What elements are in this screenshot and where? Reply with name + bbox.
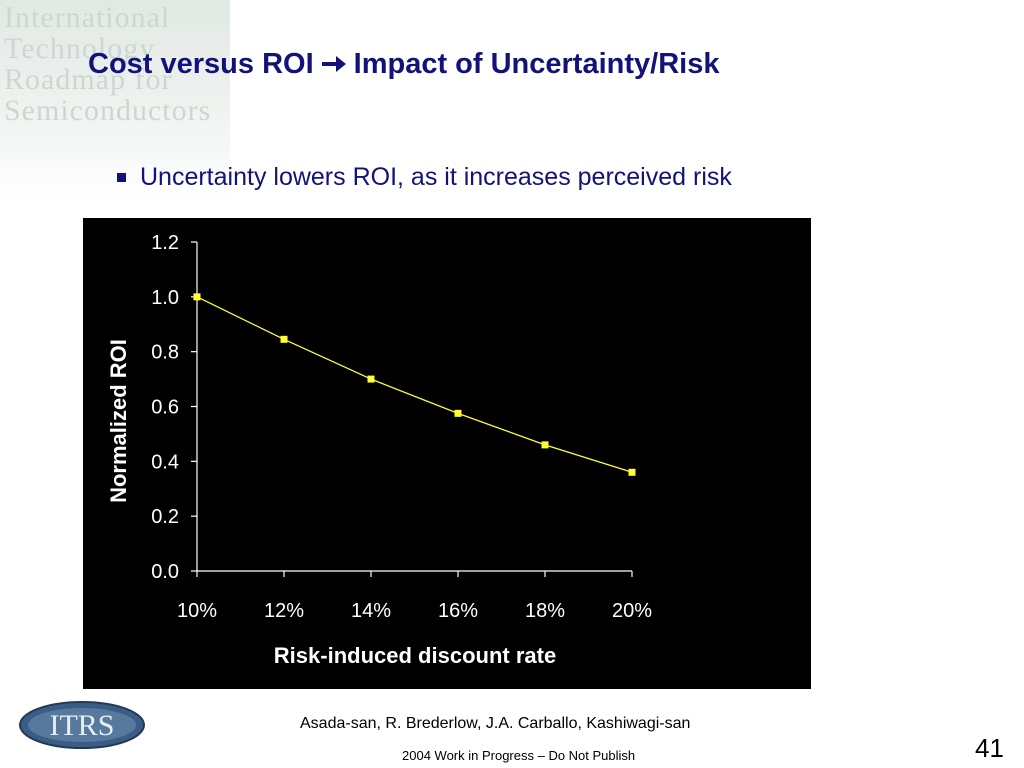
right-arrow-icon: [321, 56, 346, 72]
y-tick-label: 1.0: [151, 287, 179, 309]
y-tick-label: 1.2: [151, 232, 179, 254]
roi-line-chart: 0.0 0.2 0.4 0.6 0.8 1.0 1.2 10% 12% 14% 16% 18% 20%…: [106, 232, 652, 668]
x-axis-label: Risk-induced discount rate: [274, 643, 556, 668]
slide-title: Cost versus ROI Impact of Uncertainty/Ris…: [88, 48, 719, 81]
series-line: [196, 296, 633, 473]
watermark-text: International Technology Roadmap for Sem…: [4, 1, 212, 127]
bullet-text: Uncertainty lowers ROI, as it increases …: [140, 163, 732, 191]
page-number: 41: [975, 733, 1004, 763]
title-part-1: Cost versus ROI: [88, 48, 314, 80]
data-point-marker: [367, 375, 375, 383]
y-tick-label: 0.4: [151, 451, 179, 473]
y-tick-label: 0.6: [151, 397, 179, 419]
y-tick-label: 0.8: [151, 342, 179, 364]
data-point-marker: [454, 409, 462, 417]
series-layer: [193, 293, 636, 476]
data-point-marker: [280, 335, 288, 343]
bullet-item: Uncertainty lowers ROI, as it increases …: [117, 163, 732, 192]
title-part-2: Impact of Uncertainty/Risk: [353, 48, 720, 80]
x-tick-label: 10%: [177, 600, 217, 622]
citation: Asada-san, R. Brederlow, J.A. Carballo, …: [300, 715, 691, 732]
data-point-marker: [193, 293, 201, 301]
footer-note: 2004 Work in Progress – Do Not Publish: [402, 748, 636, 763]
y-tick-label: 0.0: [151, 561, 179, 583]
y-axis: 0.0 0.2 0.4 0.6 0.8 1.0 1.2: [151, 232, 198, 583]
y-axis-label: Normalized ROI: [106, 339, 131, 503]
data-point-marker: [628, 468, 636, 476]
x-tick-label: 14%: [351, 600, 391, 622]
itrs-watermark: International Technology Roadmap for Sem…: [0, 0, 230, 200]
square-bullet-icon: [117, 173, 126, 182]
chart-area: 0.0 0.2 0.4 0.6 0.8 1.0 1.2 10% 12% 14% 16% 18% 20%…: [83, 218, 811, 689]
x-tick-label: 12%: [264, 600, 304, 622]
logo-text: ITRS: [49, 709, 114, 742]
itrs-logo: ITRS: [19, 701, 145, 749]
x-tick-label: 18%: [525, 600, 565, 622]
x-tick-label: 20%: [612, 600, 652, 622]
x-tick-label: 16%: [438, 600, 478, 622]
x-axis: 10% 12% 14% 16% 18% 20%: [177, 570, 652, 622]
data-point-marker: [541, 441, 549, 449]
y-tick-label: 0.2: [151, 506, 179, 528]
watermark-fine-print: · · · · · · ·: [190, 8, 218, 15]
